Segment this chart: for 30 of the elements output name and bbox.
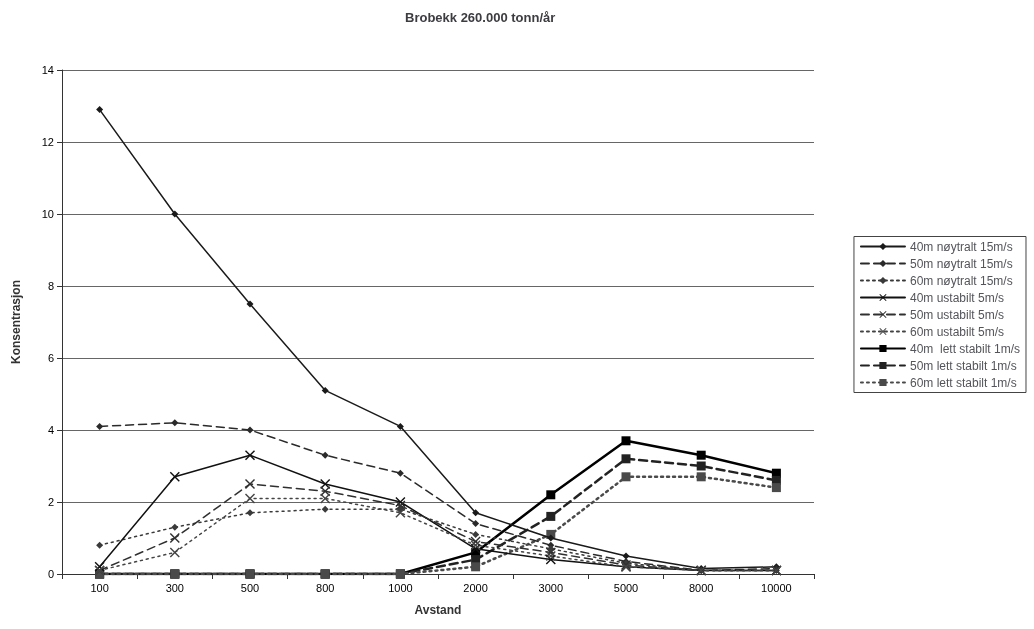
legend-label: 60m nøytralt 15m/s	[909, 273, 1013, 288]
legend-label: 50m lett stabilt 1m/s	[909, 358, 1017, 373]
y-tick-label: 4	[47, 424, 54, 436]
y-axis-title: Konsentrasjon	[9, 279, 23, 365]
x-tick-label: 1000	[388, 581, 413, 594]
y-tick-label: 12	[41, 136, 54, 148]
legend-label: 60m ustabilt 5m/s	[909, 324, 1005, 339]
y-tick-label: 2	[47, 496, 54, 508]
legend-label: 40m nøytralt 15m/s	[909, 239, 1013, 254]
x-tick-label: 8000	[688, 581, 714, 594]
x-tick-label: 100	[90, 581, 109, 594]
legend-label: 40m ustabilt 5m/s	[909, 290, 1005, 305]
y-tick-label: 14	[41, 64, 54, 76]
x-tick-label: 300	[165, 581, 184, 594]
y-tick-label: 10	[41, 208, 54, 220]
y-tick-label: 8	[47, 280, 54, 292]
y-tick-label: 0	[47, 568, 54, 580]
x-tick-label: 500	[240, 581, 260, 594]
y-tick-label: 6	[47, 352, 54, 364]
legend-label: 50m nøytralt 15m/s	[909, 256, 1013, 271]
legend-label: 60m lett stabilt 1m/s	[909, 375, 1017, 390]
x-tick-label: 5000	[613, 581, 639, 594]
x-tick-label: 2000	[463, 581, 488, 594]
x-tick-label: 10000	[761, 581, 792, 594]
chart-title: Brobekk 260.000 tonn/år	[405, 10, 556, 25]
legend-label: 40m lett stabilt 1m/s	[909, 341, 1021, 356]
x-tick-label: 800	[316, 581, 335, 594]
legend-label: 50m ustabilt 5m/s	[909, 307, 1005, 322]
x-tick-label: 3000	[538, 581, 564, 594]
x-axis-title: Avstand	[414, 603, 462, 617]
